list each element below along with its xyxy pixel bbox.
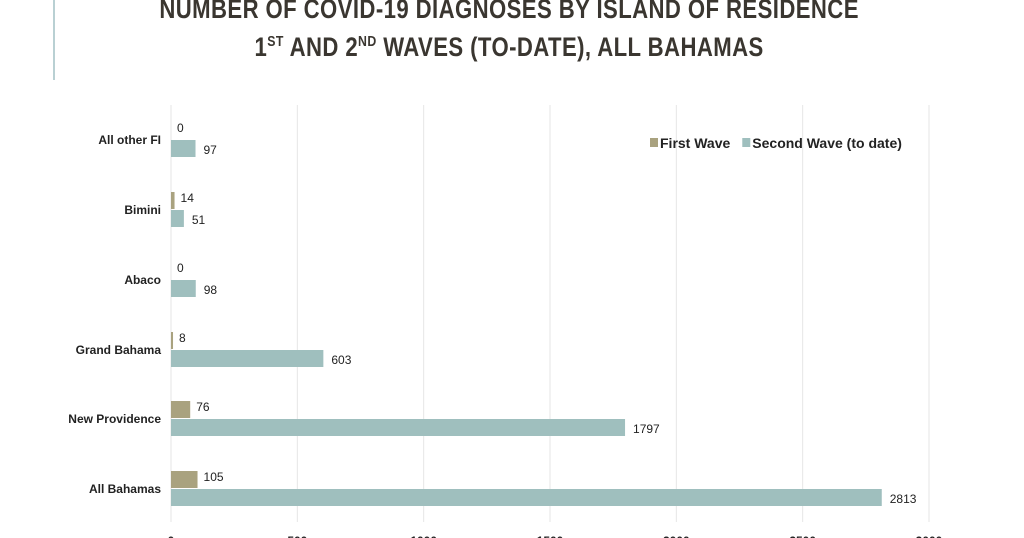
x-tick-label: 2000 [663,534,690,538]
chart-title-line-2: 1ST AND 2ND WAVES (TO-DATE), ALL BAHAMAS [89,32,929,63]
bar-second-wave [171,419,626,436]
title-part: ST [267,33,284,50]
x-tick-label: 1500 [537,534,564,538]
data-label: 0 [177,121,184,135]
x-tick-label: 0 [168,534,175,538]
bar-first-wave [171,192,175,209]
category-label: Bimini [124,203,161,217]
title-part: ND [358,33,377,50]
title-part: WAVES (TO-DATE), ALL BAHAMAS [376,32,764,62]
data-label: 603 [331,353,351,367]
data-label: 76 [196,400,210,414]
legend-label: First Wave [660,135,730,151]
data-label: 98 [204,283,218,297]
category-label: All Bahamas [89,482,161,496]
x-tick-label: 3000 [916,534,943,538]
bar-second-wave [171,489,882,506]
category-label: Grand Bahama [76,343,162,357]
bar-second-wave [171,280,196,297]
legend-swatch [742,138,751,147]
bar-first-wave [171,401,191,418]
data-label: 105 [204,470,224,484]
category-label: Abaco [124,273,161,287]
data-label: 0 [177,261,184,275]
bar-second-wave [171,350,324,367]
data-label: 97 [204,143,218,157]
x-tick-label: 2500 [789,534,816,538]
accent-line [53,0,55,80]
bar-first-wave [171,332,174,349]
legend-swatch [650,138,658,147]
x-tick-label: 1000 [410,534,437,538]
bar-second-wave [171,210,184,227]
data-label: 2813 [890,492,917,506]
chart-title-line-1: NUMBER OF COVID-19 DIAGNOSES BY ISLAND O… [159,0,859,24]
legend-label: Second Wave (to date) [752,135,902,151]
title-part: 1 [254,32,268,62]
data-label: 51 [192,213,206,227]
title-part: AND 2 [283,32,359,62]
category-label: All other FI [98,133,161,147]
bar-second-wave [171,140,196,157]
data-label: 14 [181,191,195,205]
data-label: 1797 [633,422,660,436]
category-label: New Providence [68,412,161,426]
x-tick-label: 500 [287,534,307,538]
data-label: 8 [179,331,186,345]
bar-first-wave [171,471,198,488]
